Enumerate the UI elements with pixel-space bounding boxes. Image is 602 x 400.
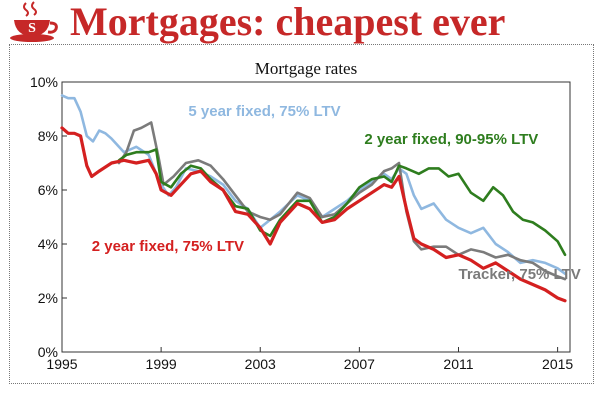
x-tick-label: 2007: [344, 356, 375, 372]
series-lines: [60, 94, 567, 303]
y-tick-label: 4%: [38, 236, 58, 252]
series-line: [117, 148, 567, 257]
y-tick-label: 10%: [30, 74, 58, 90]
page-headline: Mortgages: cheapest ever: [70, 0, 506, 44]
series-labels: 5 year fixed, 75% LTV Tracker, 75% LTV 2 y…: [92, 103, 581, 283]
x-tick-label: 1999: [146, 356, 177, 372]
y-tick-label: 8%: [38, 128, 58, 144]
series-label: 5 year fixed, 75% LTV: [188, 103, 340, 120]
y-tick-label: 2%: [38, 290, 58, 306]
teacup-logo-icon: S: [6, 0, 62, 44]
plot-area: [61, 81, 571, 353]
x-axis: 1995 1999 2003 2007 2011 2015: [46, 347, 573, 372]
y-tick-label: 6%: [38, 182, 58, 198]
series-label: Tracker, 75% LTV: [458, 266, 580, 283]
series-label: 2 year fixed, 90-95% LTV: [364, 131, 538, 148]
y-tick-label: 0%: [38, 344, 58, 360]
x-tick-label: 2011: [443, 356, 473, 372]
x-tick-label: 2003: [245, 356, 276, 372]
chart-frame: [9, 44, 594, 384]
series-label: 2 year fixed, 75% LTV: [92, 238, 244, 255]
series-line: [60, 126, 567, 303]
y-axis: 0% 2% 4% 6% 8% 10%: [30, 74, 67, 360]
x-tick-label: 2015: [542, 356, 573, 372]
logo-letter: S: [28, 21, 36, 36]
x-tick-label: 1995: [46, 356, 77, 372]
chart-title: Mortgage rates: [255, 59, 357, 78]
